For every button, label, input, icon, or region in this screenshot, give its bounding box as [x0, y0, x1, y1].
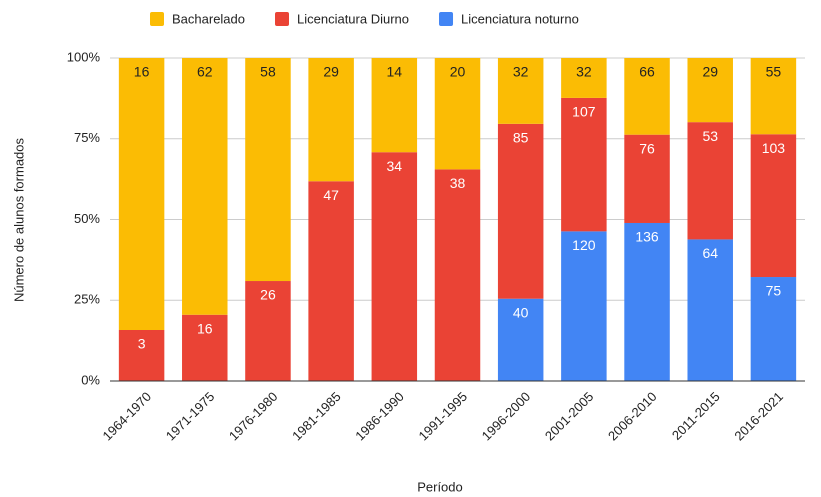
bar-segment	[118, 330, 165, 381]
x-tick-label: 1981-1985	[289, 389, 344, 444]
data-label: 3	[138, 336, 146, 352]
bar-segment	[687, 239, 733, 381]
y-tick-label: 50%	[74, 211, 100, 226]
data-label: 32	[513, 64, 529, 80]
bar-segment	[561, 58, 607, 98]
y-axis-title: Número de alunos formados	[11, 137, 26, 302]
data-label: 16	[197, 320, 213, 336]
data-label: 107	[572, 104, 596, 120]
y-tick-label: 75%	[74, 130, 100, 145]
data-label: 29	[323, 64, 339, 80]
x-tick-label: 1991-1995	[415, 389, 470, 444]
data-label: 16	[134, 64, 150, 80]
data-label: 58	[260, 64, 276, 80]
data-label: 53	[702, 128, 718, 144]
bar-segment	[118, 58, 165, 330]
x-tick-label: 2001-2005	[542, 389, 597, 444]
bar-segment	[245, 58, 291, 282]
bar-segment	[561, 97, 607, 232]
data-label: 62	[197, 64, 213, 80]
bar-segment	[624, 58, 670, 135]
bar-segment	[497, 298, 544, 381]
data-label: 76	[639, 140, 655, 156]
data-label: 26	[260, 287, 276, 303]
bar-segment	[434, 169, 481, 381]
y-tick-label: 0%	[81, 372, 100, 387]
bar-segment	[687, 58, 733, 123]
bar-segment	[750, 277, 797, 381]
bar-segment	[624, 222, 670, 381]
legend-label: Bacharelado	[172, 11, 245, 26]
x-tick-label: 1964-1970	[100, 389, 155, 444]
data-label: 55	[766, 64, 782, 80]
data-label: 20	[450, 64, 466, 80]
y-tick-label: 100%	[67, 49, 101, 64]
x-tick-label: 2016-2021	[731, 389, 786, 444]
data-label: 85	[513, 130, 529, 146]
legend-label: Licenciatura noturno	[461, 11, 579, 26]
bar-segment	[750, 134, 797, 278]
data-label: 38	[450, 175, 466, 191]
bar-segment	[497, 58, 544, 124]
x-tick-label: 1996-2000	[479, 389, 534, 444]
bar-segment	[182, 314, 228, 381]
bar-segment	[434, 58, 481, 170]
data-label: 120	[572, 237, 596, 253]
x-tick-label: 2006-2010	[605, 389, 660, 444]
legend-label: Licenciatura Diurno	[297, 11, 409, 26]
bar-segment	[371, 152, 418, 381]
bar-segment	[182, 58, 228, 315]
legend-swatch	[439, 12, 454, 26]
x-axis-title: Período	[417, 479, 463, 494]
data-label: 29	[702, 64, 718, 80]
bar-segment	[497, 123, 544, 299]
legend-swatch	[275, 12, 289, 26]
bar-segment	[561, 231, 607, 381]
x-tick-label: 1986-1990	[352, 389, 407, 444]
data-label: 103	[762, 140, 786, 156]
data-label: 75	[766, 283, 782, 299]
x-tick-label: 1976-1980	[226, 389, 281, 444]
data-label: 32	[576, 64, 592, 80]
bar-segment	[245, 281, 291, 381]
data-label: 34	[387, 158, 403, 174]
legend-swatch	[150, 12, 164, 26]
data-label: 40	[513, 304, 529, 320]
data-label: 136	[635, 229, 659, 245]
x-tick-label: 2011-2015	[669, 389, 723, 443]
data-label: 14	[387, 64, 403, 80]
y-tick-label: 25%	[74, 292, 100, 307]
bar-segment	[687, 122, 733, 240]
bar-segment	[308, 181, 354, 381]
data-label: 66	[639, 64, 655, 80]
bar-segment	[624, 134, 670, 223]
x-tick-label: 1971-1975	[163, 389, 218, 444]
data-label: 47	[323, 187, 339, 203]
bar-segment	[750, 58, 797, 135]
data-label: 64	[702, 245, 718, 261]
bar-segment	[308, 58, 354, 182]
bar-segment	[371, 58, 418, 153]
